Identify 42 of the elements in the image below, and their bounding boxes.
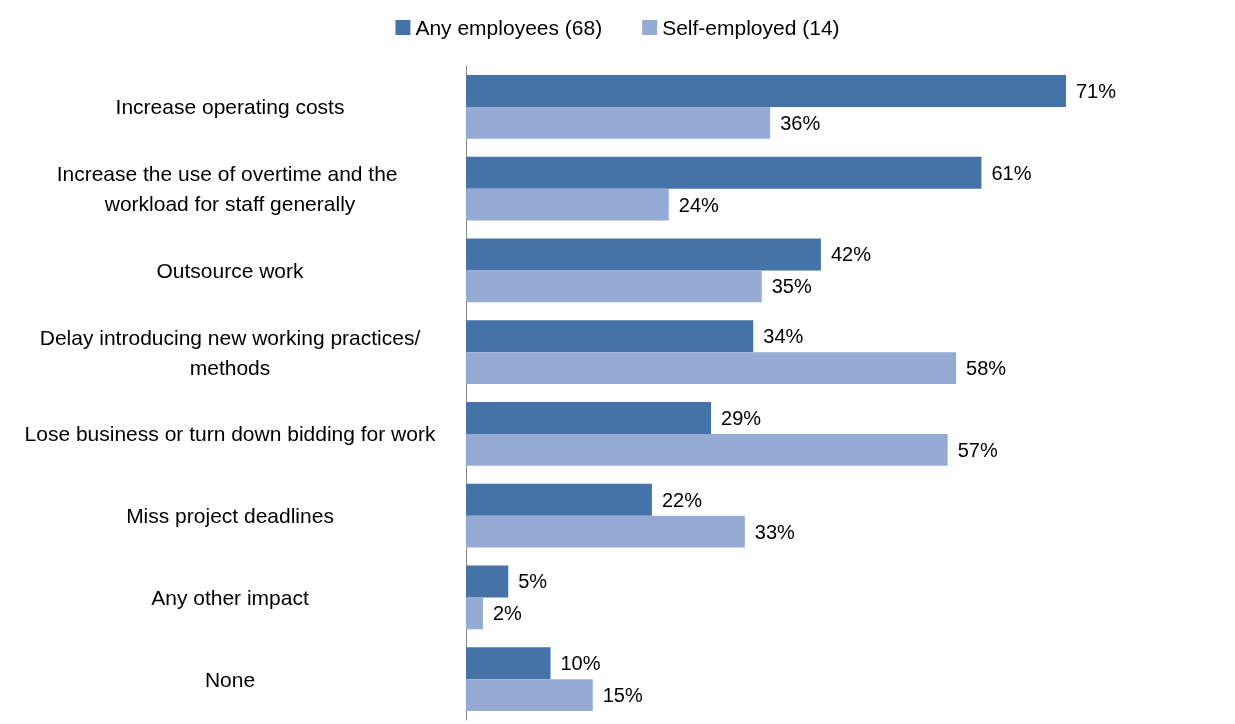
- bar: [466, 515, 745, 548]
- data-label: 58%: [966, 357, 1007, 380]
- bar: [466, 565, 509, 598]
- legend-label: Any employees (68): [415, 16, 603, 39]
- bar: [466, 647, 551, 680]
- data-label: 22%: [661, 488, 703, 511]
- y-tick-label: Outsource work: [156, 258, 305, 282]
- data-label: 35%: [771, 275, 812, 298]
- legend-label: Self-employed (14): [662, 16, 840, 39]
- bar: [466, 679, 593, 712]
- data-label: 5%: [518, 570, 548, 593]
- data-label: 10%: [560, 652, 601, 675]
- y-tick-label: Any other impact: [151, 585, 309, 609]
- data-label: 42%: [830, 243, 872, 266]
- bar: [466, 320, 754, 353]
- data-label: 36%: [780, 111, 821, 134]
- data-label: 29%: [721, 406, 762, 429]
- bar: [466, 433, 948, 466]
- data-label: 71%: [1075, 79, 1117, 102]
- data-label: 34%: [763, 325, 804, 348]
- bar: [466, 597, 483, 630]
- bar: [466, 483, 652, 516]
- bar: [466, 74, 1066, 107]
- data-label: 61%: [991, 161, 1032, 184]
- data-label: 57%: [957, 438, 998, 461]
- data-label: 24%: [678, 193, 720, 216]
- data-label: 15%: [602, 684, 643, 707]
- y-tick-label: Lose business or turn down bidding for work: [24, 422, 436, 446]
- bar: [466, 401, 712, 434]
- bar: [466, 270, 762, 303]
- bar: [466, 106, 771, 139]
- y-tick-label: Increase operating costs: [115, 95, 345, 119]
- bar: [466, 238, 821, 271]
- data-label: 33%: [754, 520, 796, 543]
- y-tick-label: Delay introducing new working practices/methods: [39, 325, 421, 379]
- data-label: 2%: [492, 602, 523, 625]
- y-tick-label: Miss project deadlines: [126, 504, 334, 528]
- bar: [466, 156, 982, 189]
- y-tick-label: Increase the use of overtime and the workload for staff generally: [56, 162, 404, 216]
- y-tick-label: None: [204, 667, 256, 691]
- bar: [466, 352, 957, 385]
- bar: [466, 188, 669, 221]
